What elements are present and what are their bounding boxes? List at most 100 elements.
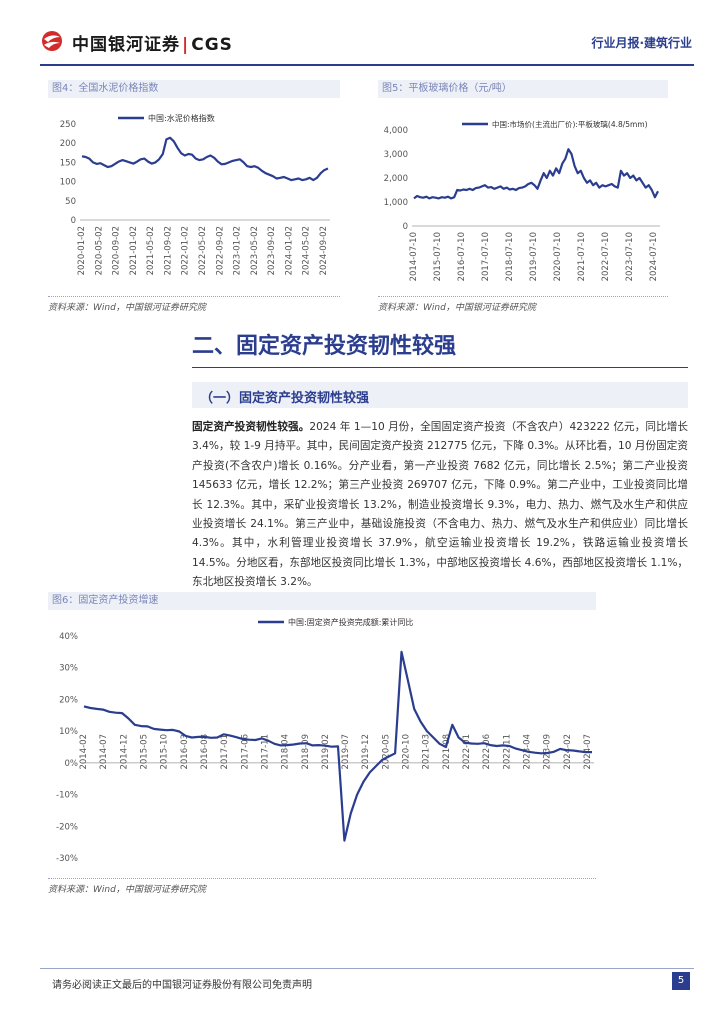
logo-separator: | bbox=[182, 35, 190, 55]
y-tick-label: -30% bbox=[56, 854, 78, 864]
x-tick-label: 2023-07-10 bbox=[625, 232, 635, 281]
y-tick-label: 3,000 bbox=[384, 150, 408, 160]
fixed-asset-investment-chart: -30% -20% -10% 0% 10% 20% 30% 40% 2014-02 2014-07… bbox=[56, 617, 594, 864]
x-tick-label: 2022-07-10 bbox=[601, 232, 611, 281]
x-tick-label: 2024-05-02 bbox=[302, 226, 312, 275]
x-tick-label: 2020-05-02 bbox=[94, 226, 104, 275]
cement-price-index-chart: 0 50 100 150 200 250 2020-01-02 2020-05-02 2020-… bbox=[60, 113, 330, 275]
y-tick-label: 10% bbox=[59, 727, 78, 737]
x-tick-label: 2023-09-02 bbox=[267, 226, 277, 275]
x-tick-label: 2019-07 bbox=[341, 734, 351, 770]
x-tick-label: 2020-10 bbox=[402, 734, 412, 770]
series-line bbox=[413, 148, 659, 200]
figure-6-title: 图6：固定资产投资增速 bbox=[48, 592, 596, 610]
legend-label: 中国:市场价(主流出厂价):平板玻璃(4.8/5mm) bbox=[492, 119, 648, 129]
series-line bbox=[83, 650, 592, 842]
footer-divider bbox=[40, 968, 694, 969]
logo-mark-icon bbox=[42, 31, 62, 51]
y-tick-label: 0 bbox=[71, 216, 76, 226]
logo-company-name: 中国银河证券 bbox=[72, 35, 180, 55]
x-tick-label: 2017-11 bbox=[260, 734, 270, 770]
subsection-title: （一）固定资产投资韧性较强 bbox=[200, 391, 370, 406]
x-tick-label: 2014-07 bbox=[99, 734, 109, 770]
x-tick-label: 2022-01-02 bbox=[181, 226, 191, 275]
y-tick-label: 150 bbox=[60, 158, 76, 168]
y-tick-label: 200 bbox=[60, 139, 76, 149]
series-line bbox=[81, 136, 329, 182]
figure-6-source-rule bbox=[48, 878, 596, 879]
y-tick-label: 50 bbox=[65, 197, 76, 207]
x-tick-label: 2022-06 bbox=[482, 734, 492, 770]
x-tick-label: 2017-01 bbox=[220, 734, 230, 770]
x-tick-label: 2017-07-10 bbox=[481, 232, 491, 281]
x-tick-label: 2018-09 bbox=[301, 734, 311, 770]
x-tick-label: 2021-03 bbox=[422, 734, 432, 770]
flat-glass-price-chart: 0 1,000 2,000 3,000 4,000 2014-07-10 2015-07-1… bbox=[384, 119, 660, 281]
x-tick-label: 2021-07-10 bbox=[577, 232, 587, 281]
footer-disclaimer: 请务必阅读正文最后的中国银河证券股份有限公司免责声明 bbox=[52, 980, 312, 991]
legend-label: 中国:水泥价格指数 bbox=[148, 113, 215, 123]
x-tick-label: 2020-01-02 bbox=[77, 226, 87, 275]
figure-5-source-rule bbox=[378, 296, 668, 297]
figure-5-source: 资料来源：Wind，中国银河证券研究院 bbox=[378, 303, 536, 313]
y-tick-label: 4,000 bbox=[384, 126, 408, 136]
x-tick-label: 2021-08 bbox=[442, 734, 452, 770]
x-tick-label: 2019-12 bbox=[361, 734, 371, 770]
x-tick-label: 2023-05-02 bbox=[250, 226, 260, 275]
figure-4-source-rule bbox=[48, 296, 340, 297]
figure-5-title: 图5：平板玻璃价格（元/吨） bbox=[378, 80, 668, 98]
x-tick-label: 2023-09 bbox=[543, 734, 553, 770]
x-tick-label: 2022-05-02 bbox=[198, 226, 208, 275]
figure-6-source: 资料来源：Wind，中国银河证券研究院 bbox=[48, 885, 206, 895]
x-tick-label: 2022-01 bbox=[462, 734, 472, 770]
x-tick-label: 2019-07-10 bbox=[529, 232, 539, 281]
x-tick-label: 2016-07-10 bbox=[457, 232, 467, 281]
figure-4-source: 资料来源：Wind，中国银河证券研究院 bbox=[48, 303, 206, 313]
y-tick-label: 2,000 bbox=[384, 174, 408, 184]
x-tick-label: 2020-09-02 bbox=[112, 226, 122, 275]
x-tick-label: 2024-01-02 bbox=[284, 226, 294, 275]
x-tick-label: 2015-07-10 bbox=[433, 232, 443, 281]
figure-4-title: 图4：全国水泥价格指数 bbox=[48, 80, 340, 98]
logo-brand: CGS bbox=[191, 35, 233, 55]
subsection-bar bbox=[192, 382, 688, 408]
x-tick-label: 2020-05 bbox=[381, 734, 391, 770]
y-tick-label: -10% bbox=[56, 791, 78, 801]
report-type-label: 行业月报·建筑行业 bbox=[591, 36, 692, 50]
x-tick-label: 2018-07-10 bbox=[505, 232, 515, 281]
x-tick-label: 2014-12 bbox=[119, 734, 129, 770]
x-tick-label: 2018-04 bbox=[281, 734, 291, 770]
x-tick-label: 2016-03 bbox=[180, 734, 190, 770]
paragraph-body: 2024 年 1—10 月份，全国固定资产投资（不含农户）423222 亿元，同… bbox=[192, 421, 688, 589]
x-tick-label: 2016-08 bbox=[200, 734, 210, 770]
x-tick-label: 2021-09-02 bbox=[163, 226, 173, 275]
header-divider bbox=[40, 64, 694, 66]
paragraph-lead: 固定资产投资韧性较强。 bbox=[192, 421, 310, 433]
y-tick-label: 20% bbox=[59, 695, 78, 705]
y-tick-label: -20% bbox=[56, 822, 78, 832]
x-tick-label: 2022-11 bbox=[502, 734, 512, 770]
logo-text: 中国银河证券 | CGS bbox=[72, 30, 233, 55]
body-paragraph: 固定资产投资韧性较强。2024 年 1—10 月份，全国固定资产投资（不含农户）… bbox=[192, 418, 688, 593]
y-tick-label: 30% bbox=[59, 664, 78, 674]
x-tick-label: 2024-07-10 bbox=[649, 232, 659, 281]
x-tick-label: 2015-05 bbox=[139, 734, 149, 770]
y-tick-label: 0 bbox=[403, 222, 408, 232]
section-title: 二、固定资产投资韧性较强 bbox=[192, 334, 457, 359]
x-tick-label: 2019-02 bbox=[321, 734, 331, 770]
page-number: 5 bbox=[672, 972, 690, 990]
x-tick-label: 2021-01-02 bbox=[129, 226, 139, 275]
x-tick-label: 2021-05-02 bbox=[146, 226, 156, 275]
y-tick-label: 1,000 bbox=[384, 198, 408, 208]
y-tick-label: 100 bbox=[60, 178, 76, 188]
x-tick-label: 2024-02 bbox=[563, 734, 573, 770]
y-tick-label: 0% bbox=[65, 759, 79, 769]
x-tick-label: 2023-01-02 bbox=[233, 226, 243, 275]
x-tick-label: 2014-02 bbox=[79, 734, 89, 770]
x-tick-label: 2017-06 bbox=[240, 734, 250, 770]
x-tick-label: 2020-07-10 bbox=[553, 232, 563, 281]
legend-label: 中国:固定资产投资完成额:累计同比 bbox=[288, 617, 413, 627]
x-tick-label: 2014-07-10 bbox=[409, 232, 419, 281]
y-tick-label: 40% bbox=[59, 632, 78, 642]
x-tick-label: 2022-09-02 bbox=[215, 226, 225, 275]
